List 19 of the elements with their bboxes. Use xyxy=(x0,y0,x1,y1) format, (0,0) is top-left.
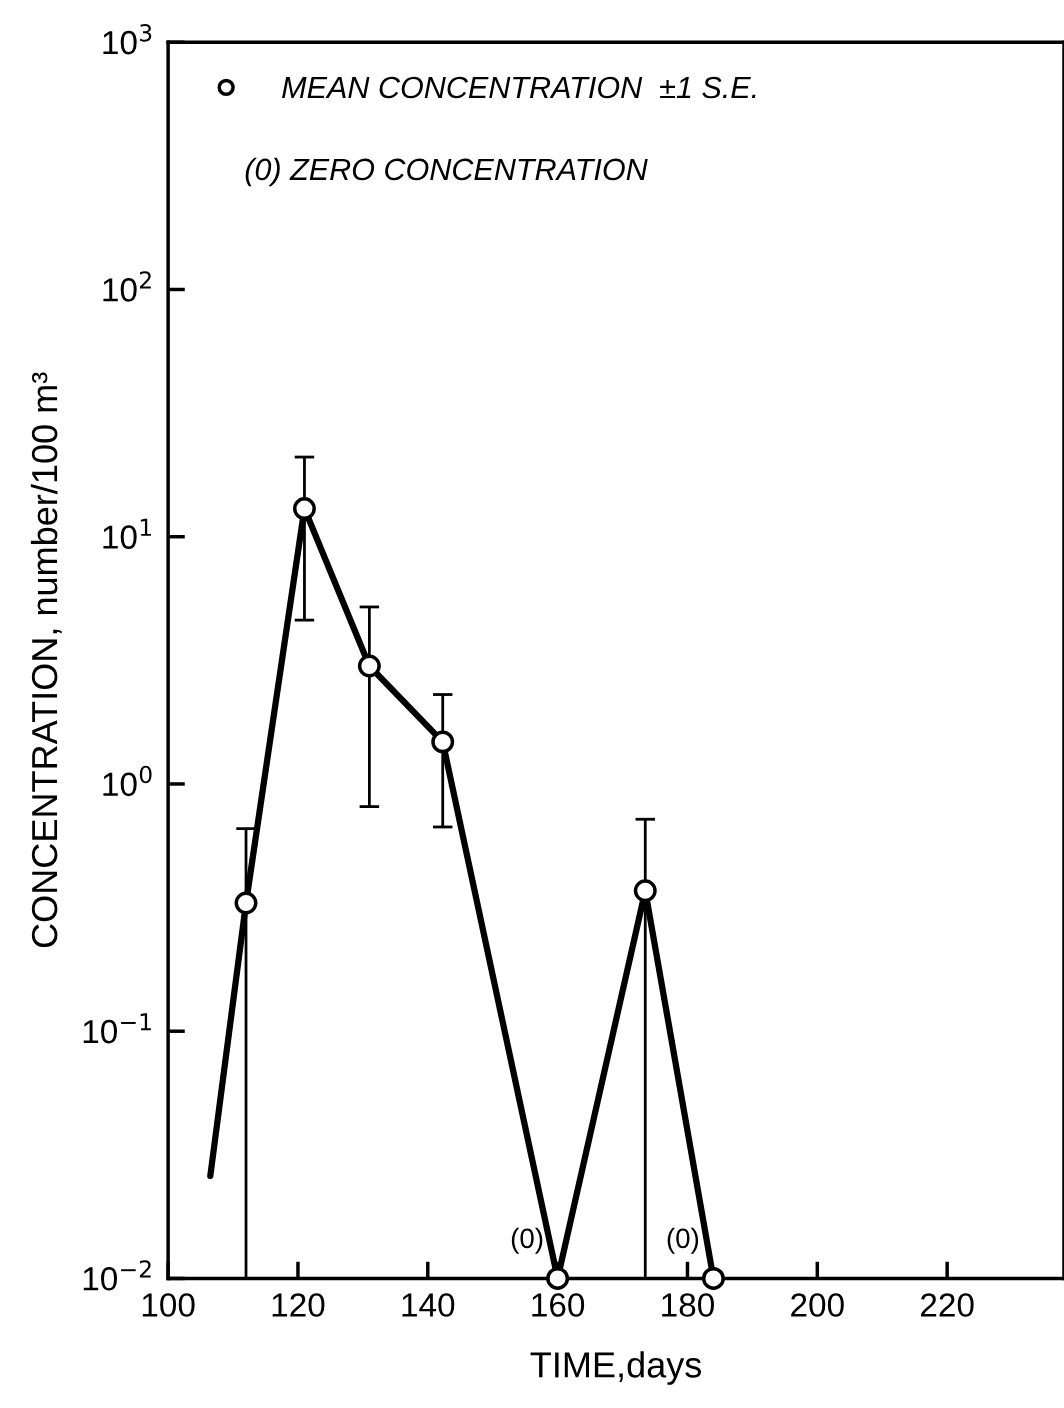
annotation: (0) ZERO CONCENTRATION xyxy=(245,157,648,187)
x-tick-label: 100 xyxy=(142,1293,195,1317)
y-tick-label: 10$^{0}$ xyxy=(103,765,152,797)
y-axis-title: CONCENTRATION, number/100 m³ xyxy=(30,372,62,948)
y-tick-label: 10$^{−1}$ xyxy=(83,1013,151,1044)
x-tick-label: 220 xyxy=(921,1293,974,1317)
x-tick-label: 120 xyxy=(272,1293,325,1317)
x-axis-title: TIME,days xyxy=(530,1351,702,1385)
y-tick-label: 10$^{1}$ xyxy=(103,518,151,549)
x-tick-label: 160 xyxy=(532,1293,585,1317)
y-tick-label: 10$^{−2}$ xyxy=(83,1260,151,1291)
y-tick-label: 10$^{2}$ xyxy=(103,271,151,302)
x-tick-label: 180 xyxy=(662,1293,714,1317)
legend-label: MEAN CONCENTRATION ±1 S.E. xyxy=(282,76,756,99)
annotation: (0) xyxy=(667,1227,699,1254)
x-tick-label: 140 xyxy=(402,1293,455,1317)
annotation: (0) xyxy=(511,1227,543,1254)
y-tick-label: 10$^{3}$ xyxy=(103,23,152,55)
x-tick-label: 200 xyxy=(791,1293,844,1317)
